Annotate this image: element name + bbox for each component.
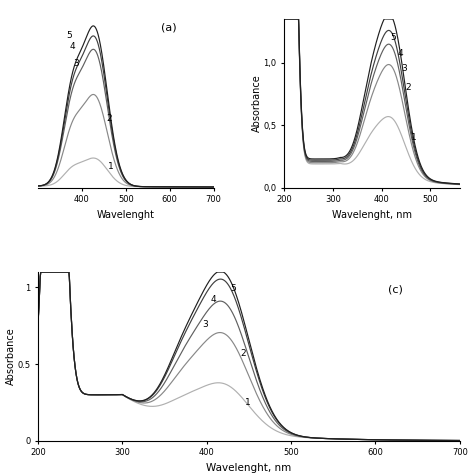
Text: 1: 1 — [245, 398, 250, 407]
X-axis label: Wavelenght: Wavelenght — [97, 210, 155, 220]
Text: 2: 2 — [240, 349, 246, 358]
X-axis label: Wavelenght, nm: Wavelenght, nm — [332, 210, 412, 220]
Text: 5: 5 — [391, 33, 396, 42]
Text: (c): (c) — [388, 284, 403, 294]
Y-axis label: Absorbance: Absorbance — [6, 328, 16, 385]
Text: 4: 4 — [211, 295, 217, 304]
Text: 1: 1 — [108, 162, 114, 171]
Text: 3: 3 — [202, 320, 208, 329]
Text: 4: 4 — [397, 49, 403, 58]
Text: 3: 3 — [401, 64, 407, 73]
Text: 5: 5 — [230, 284, 236, 293]
Text: 5: 5 — [66, 30, 72, 39]
Text: 2: 2 — [106, 114, 112, 123]
Text: (a): (a) — [161, 23, 177, 33]
X-axis label: Wavelenght, nm: Wavelenght, nm — [206, 463, 292, 473]
Y-axis label: Absorbance: Absorbance — [252, 74, 262, 132]
Text: 3: 3 — [73, 59, 79, 68]
Text: 2: 2 — [405, 83, 410, 92]
Text: 1: 1 — [411, 133, 417, 142]
Text: 4: 4 — [70, 42, 75, 51]
